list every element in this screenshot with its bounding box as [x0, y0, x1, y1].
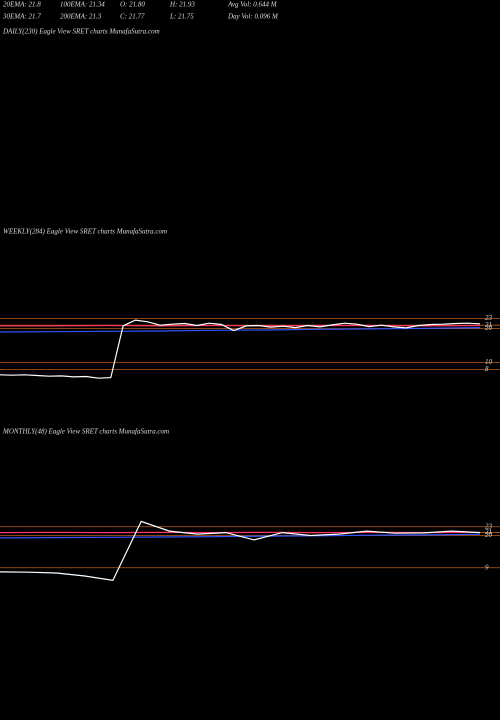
y-tick-label: 23	[485, 522, 493, 530]
price-line	[0, 520, 481, 582]
chart-title: MONTHLY(48) Eagle View SRET charts Munaf…	[2, 428, 169, 436]
price-line	[0, 327, 481, 333]
header-text: C: 21.77	[120, 13, 145, 21]
header-text: 20EMA: 21.8	[3, 1, 41, 9]
y-tick-label: 20	[485, 531, 493, 539]
y-tick-label: 23	[485, 314, 493, 322]
header-text: H: 21.93	[169, 1, 195, 9]
header-text: L: 21.75	[169, 13, 194, 21]
chart-title: DAILY(230) Eagle View SRET charts Munafa…	[2, 28, 160, 36]
y-tick-label: 20	[485, 324, 493, 332]
header-text: Avg Vol: 0.644 M	[227, 1, 278, 9]
y-tick-label: 9	[485, 563, 489, 571]
chart-title: WEEKLY(284) Eagle View SRET charts Munaf…	[3, 228, 167, 236]
header-text: 30EMA: 21.7	[2, 13, 41, 21]
header-text: 100EMA: 21.34	[60, 1, 105, 9]
y-tick-label: 21	[485, 321, 492, 329]
header-text: 200EMA: 21.3	[60, 13, 102, 21]
y-tick-label: 10	[485, 358, 493, 366]
y-tick-label: 21	[485, 528, 492, 536]
y-tick-label: 8	[485, 365, 489, 373]
header-text: O: 21.80	[120, 1, 145, 9]
header-text: Day Vol: 0.096 M	[227, 13, 279, 21]
price-line	[0, 319, 481, 379]
